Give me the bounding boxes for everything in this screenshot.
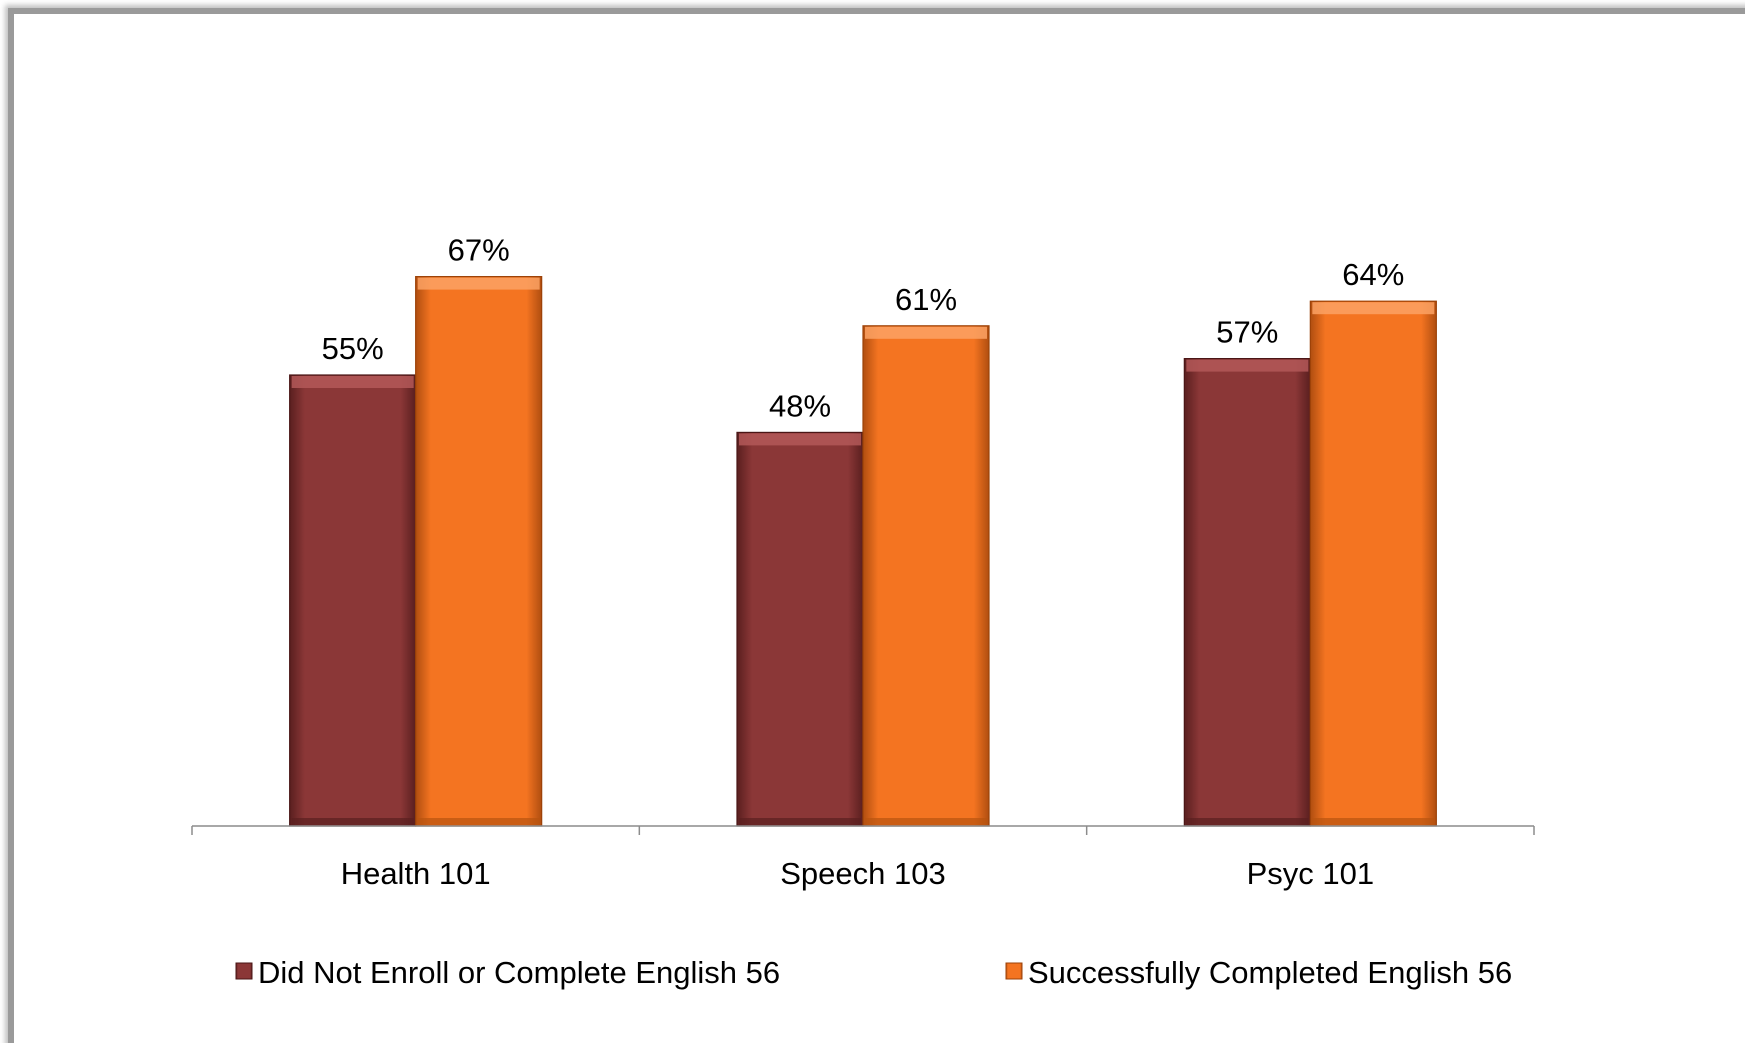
data-label: 57% bbox=[1216, 315, 1278, 350]
legend-item: Did Not Enroll or Complete English 56 bbox=[235, 955, 780, 990]
bar-base-shade bbox=[1186, 818, 1309, 825]
bar-bevel bbox=[291, 376, 414, 388]
x-axis: Health 101 Speech 103 Psyc 101 bbox=[191, 825, 1535, 891]
legend-label: Did Not Enroll or Complete English 56 bbox=[258, 955, 780, 990]
bar-body bbox=[862, 325, 990, 827]
bar bbox=[289, 374, 417, 827]
data-label: 67% bbox=[448, 233, 510, 268]
legend: Did Not Enroll or Complete English 56 Suc… bbox=[235, 955, 1512, 990]
bar-base-shade bbox=[865, 818, 987, 825]
data-label: 64% bbox=[1342, 257, 1404, 292]
bar bbox=[1183, 358, 1311, 827]
data-label: 48% bbox=[769, 388, 831, 423]
legend-swatch bbox=[235, 962, 253, 980]
data-label: 55% bbox=[322, 331, 384, 366]
x-tick-label: Speech 103 bbox=[780, 856, 945, 891]
bars-layer bbox=[289, 276, 1437, 827]
bar-base-shade bbox=[739, 818, 861, 825]
bar-body bbox=[289, 374, 417, 827]
bar-base-shade bbox=[417, 818, 540, 825]
bar-bevel bbox=[865, 326, 987, 339]
bar-bevel bbox=[739, 433, 861, 446]
bar-bevel bbox=[417, 277, 540, 290]
bar-body bbox=[1309, 300, 1437, 827]
bar-bevel bbox=[1312, 302, 1435, 315]
data-label: 61% bbox=[895, 282, 957, 317]
bar bbox=[1309, 300, 1437, 827]
legend-item: Successfully Completed English 56 bbox=[1005, 955, 1512, 990]
bar-body bbox=[736, 431, 864, 827]
bar-body bbox=[1183, 358, 1311, 827]
bar-body bbox=[415, 276, 543, 827]
bar bbox=[736, 431, 864, 827]
x-tick-label: Psyc 101 bbox=[1247, 856, 1375, 891]
bar bbox=[415, 276, 543, 827]
bar-base-shade bbox=[291, 818, 414, 825]
bar-bevel bbox=[1186, 359, 1309, 372]
bar bbox=[862, 325, 990, 827]
legend-label: Successfully Completed English 56 bbox=[1028, 955, 1512, 990]
x-tick-label: Health 101 bbox=[341, 856, 491, 891]
bar-base-shade bbox=[1312, 818, 1435, 825]
legend-swatch bbox=[1005, 962, 1023, 980]
data-labels-layer: 55% 67% 48% 61% 57% 64% bbox=[322, 233, 1405, 424]
